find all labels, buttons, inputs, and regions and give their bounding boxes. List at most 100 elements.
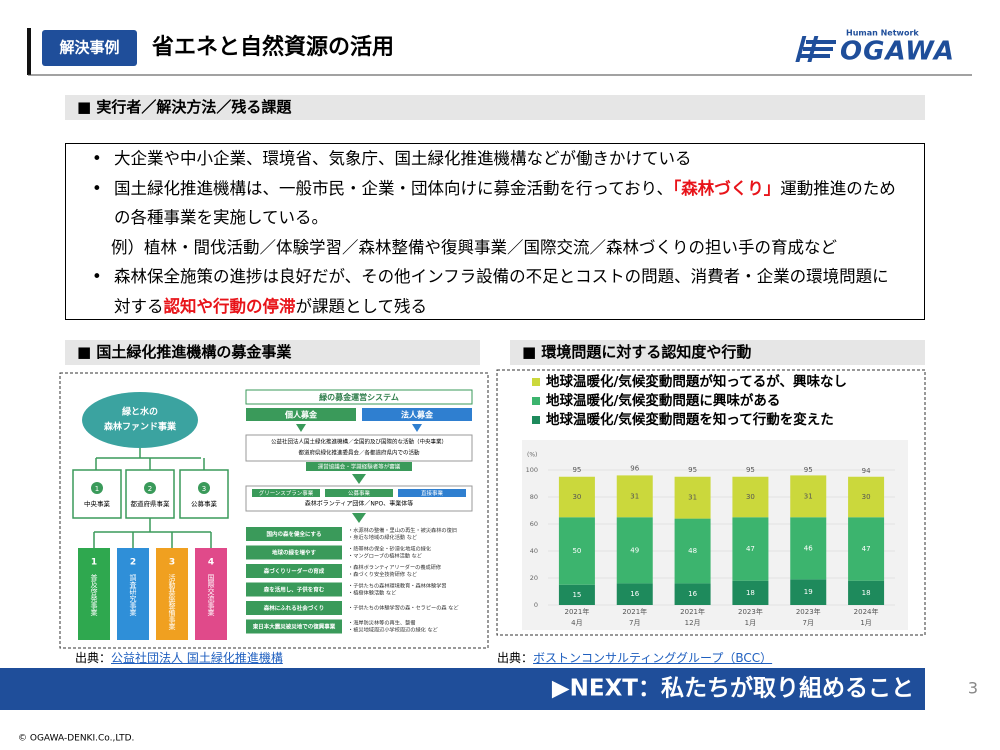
use-box <box>246 527 342 541</box>
use-label: 森林にふれる社会づくり <box>263 604 325 612</box>
bar-segment <box>732 580 769 605</box>
bar-segment <box>674 583 711 605</box>
program-bar <box>195 548 227 640</box>
recipient-label: 森林ボランティア団体／NPO、事業体等 <box>305 500 413 508</box>
value-label: 30 <box>862 493 871 501</box>
route-box <box>325 489 393 497</box>
x-tick-label: 12月 <box>685 619 701 627</box>
value-label: 15 <box>572 591 581 599</box>
x-tick-label: 1月 <box>860 619 871 627</box>
organizer-label: 都道府県緑化推進委員会／各都道府県内での活動 <box>298 449 420 457</box>
text-run: 運動推進のための各種事業を実施している。 <box>114 178 896 228</box>
bar-segment <box>790 579 827 605</box>
route-box <box>252 489 320 497</box>
branch-label: 公募事業 <box>191 499 218 508</box>
bar-segment <box>732 517 769 581</box>
use-box <box>246 582 342 597</box>
y-tick-label: 0 <box>534 601 538 609</box>
branch-label: 中央事業 <box>84 499 111 508</box>
section-heading: ■ 国土緑化推進機構の募金事業 <box>65 340 480 365</box>
source: 出典：公益社団法人 国土緑化推進機構 <box>75 649 283 666</box>
text-run: 森林保全施策の進捗は良好だが、その他インフラ設備の不足とコストの問題、消費者・企… <box>114 267 889 316</box>
use-box <box>246 619 342 634</box>
value-label: 48 <box>688 547 697 555</box>
branch-number: 2 <box>148 485 152 493</box>
legend-swatch <box>532 378 540 386</box>
footer: © OGAWA-DENKI.Co.,LTD. <box>18 734 134 744</box>
route-box <box>398 489 466 497</box>
legend-swatch <box>532 416 540 424</box>
donor-label: 法人募金 <box>401 410 434 420</box>
source-link[interactable]: ボストンコンサルティンググループ（BCC） <box>533 651 773 665</box>
value-label: 47 <box>746 545 755 553</box>
arrow <box>296 424 306 432</box>
fund-label: 緑と水の <box>122 406 158 418</box>
bar-segment <box>558 517 595 585</box>
bar-segment <box>616 475 653 518</box>
use-label: 地球の緑を増やす <box>272 549 317 557</box>
use-box <box>246 564 342 578</box>
x-tick-label: 4月 <box>571 619 582 627</box>
use-detail: ・身近な地域の緑化活動 など <box>348 533 418 541</box>
bullet-item: 国土緑化推進機構は、一般市民・企業・団体向けに募金活動を行っており、「森林づくり… <box>92 174 904 233</box>
total-label: 94 <box>862 467 871 475</box>
total-label: 95 <box>572 466 581 474</box>
program-number: 4 <box>208 558 214 568</box>
value-label: 16 <box>630 590 639 598</box>
bar-segment <box>616 583 653 605</box>
label-box <box>42 30 137 66</box>
program-bar <box>117 548 149 640</box>
use-detail: ・森づくり安全技術研修 など <box>348 570 418 578</box>
total-label: 95 <box>746 466 755 474</box>
use-detail: ・植樹体験活動 など <box>348 589 397 597</box>
legend-swatch <box>532 397 540 405</box>
use-detail: ・マングローブの植林活動 など <box>348 552 423 560</box>
organizer-box <box>245 434 473 462</box>
source-prefix: 出典： <box>75 651 112 665</box>
x-tick-label: 2023年 <box>796 607 821 616</box>
route-label: グリーンスプラン事業 <box>259 489 314 497</box>
x-tick-label: 2023年 <box>738 607 763 616</box>
use-label: 森を活用し、子供を育む <box>263 586 325 594</box>
use-box <box>246 601 342 615</box>
text-run: 大企業や中小企業、環境省、気象庁、国土緑化推進機構などが働きかけている <box>114 149 692 168</box>
legend-label: 地球温暖化/気候変動問題が知ってるが、興味なし <box>546 373 847 390</box>
total-label: 96 <box>630 464 639 472</box>
bar-segment <box>848 517 885 581</box>
text-run: 国土緑化推進機構は、一般市民・企業・団体向けに募金活動を行っており、 <box>114 178 674 198</box>
donor-label: 個人募金 <box>284 410 318 420</box>
program-bar <box>156 548 188 640</box>
source-prefix: 出典： <box>497 651 534 665</box>
use-label: 国内の森を健全にする <box>266 530 321 538</box>
value-label: 18 <box>746 589 755 597</box>
value-label: 18 <box>862 589 871 597</box>
next-banner <box>0 668 925 710</box>
logo-icon <box>795 36 836 62</box>
value-label: 31 <box>630 492 639 500</box>
program-number: 3 <box>169 558 175 568</box>
next-text: ▶NEXT：私たちが取り組めること <box>552 675 914 702</box>
legend-label: 地球温暖化/気候変動問題に興味がある <box>546 392 780 409</box>
value-label: 30 <box>746 493 755 501</box>
legend-label: 地球温暖化/気候変動問題を知って行動を変えた <box>546 411 834 428</box>
branch-number: 3 <box>202 485 206 493</box>
section-heading: ■ 環境問題に対する認知度や行動 <box>510 340 925 365</box>
fund-circle <box>82 392 198 448</box>
branch-dot <box>91 482 103 494</box>
tree-line <box>95 448 205 470</box>
tree-line <box>93 518 212 548</box>
branch-label: 都道府県事業 <box>131 499 171 508</box>
bullet-item: 森林保全施策の進捗は良好だが、その他インフラ設備の不足とコストの問題、消費者・企… <box>92 262 904 321</box>
organizer-label: 公益社団法人国土緑化推進機構／全国的及び国際的な活動（中央事業） <box>271 438 447 446</box>
use-detail: ・子供たちの森林環境教育・森林体験学習 <box>348 582 447 590</box>
system-title: 緑の募金運営システム <box>319 392 399 402</box>
x-tick-label: 1月 <box>745 619 756 627</box>
branch-dot <box>198 482 210 494</box>
emphasis: 「森林づくり」 <box>673 178 781 198</box>
logo-name: OGAWA <box>840 37 955 67</box>
bar-segment <box>674 518 711 584</box>
section-heading: ■ 実行者／解決方法／残る課題 <box>65 95 925 120</box>
fund-label: 森林ファンド事業 <box>104 421 177 433</box>
bullet-item: 大企業や中小企業、環境省、気象庁、国土緑化推進機構などが働きかけている <box>92 144 904 174</box>
source-link[interactable]: 公益社団法人 国土緑化推進機構 <box>111 651 283 665</box>
